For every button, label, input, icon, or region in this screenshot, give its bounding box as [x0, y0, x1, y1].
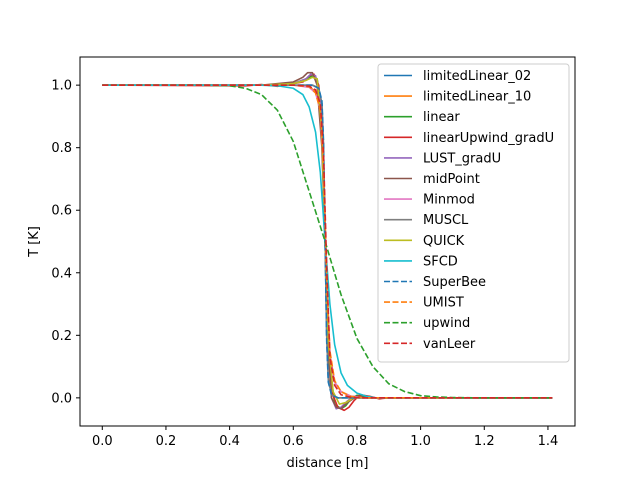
x-tick-label: 0.4: [219, 434, 240, 449]
y-tick-label: 0.8: [51, 141, 72, 156]
x-axis-label: distance [m]: [286, 456, 368, 471]
series-line-vanleer: [102, 84, 553, 399]
series-layer: [102, 71, 553, 412]
x-tick-label: 1.4: [538, 434, 559, 449]
legend-entry-label: midPoint: [423, 172, 480, 187]
legend-entry-label: linear: [423, 110, 460, 125]
y-tick-label: 0.6: [51, 204, 72, 219]
x-tick-label: 0.0: [92, 434, 113, 449]
legend-entry-label: upwind: [423, 316, 470, 331]
legend-entry-label: vanLeer: [423, 337, 476, 352]
x-tick-label: 0.2: [156, 434, 177, 449]
x-tick-label: 1.2: [474, 434, 495, 449]
legend-entry-label: QUICK: [423, 234, 465, 249]
legend-entry-label: UMIST: [423, 296, 464, 311]
x-tick-label: 0.8: [347, 434, 368, 449]
legend-entry-label: limitedLinear_10: [423, 90, 531, 105]
y-tick-label: 1.0: [51, 79, 72, 94]
plot-frame: [79, 56, 576, 427]
legend-entry-label: MUSCL: [423, 213, 469, 228]
legend-entry-label: SuperBee: [423, 275, 486, 290]
y-tick-label: 0.2: [51, 329, 72, 344]
y-tick-label: 0.0: [51, 391, 72, 406]
x-tick-label: 0.6: [283, 434, 304, 449]
legend-entry-label: Minmod: [423, 193, 475, 208]
x-axis: 0.0 0.2 0.4 0.6 0.8 1.0 1.2 1.4: [92, 426, 558, 449]
legend-entry-label: SFCD: [423, 254, 458, 269]
y-tick-label: 0.4: [51, 266, 72, 281]
legend-entry-label: limitedLinear_02: [423, 69, 531, 84]
y-axis: 0.0 0.2 0.4 0.6 0.8 1.0: [51, 79, 80, 406]
legend-entry-label: linearUpwind_gradU: [423, 131, 554, 146]
series-line-upwind: [102, 84, 553, 399]
legend-entry-label: LUST_gradU: [423, 151, 501, 166]
x-tick-label: 1.0: [410, 434, 431, 449]
y-axis-label: T [K]: [27, 226, 42, 258]
legend-frame: [377, 63, 570, 363]
